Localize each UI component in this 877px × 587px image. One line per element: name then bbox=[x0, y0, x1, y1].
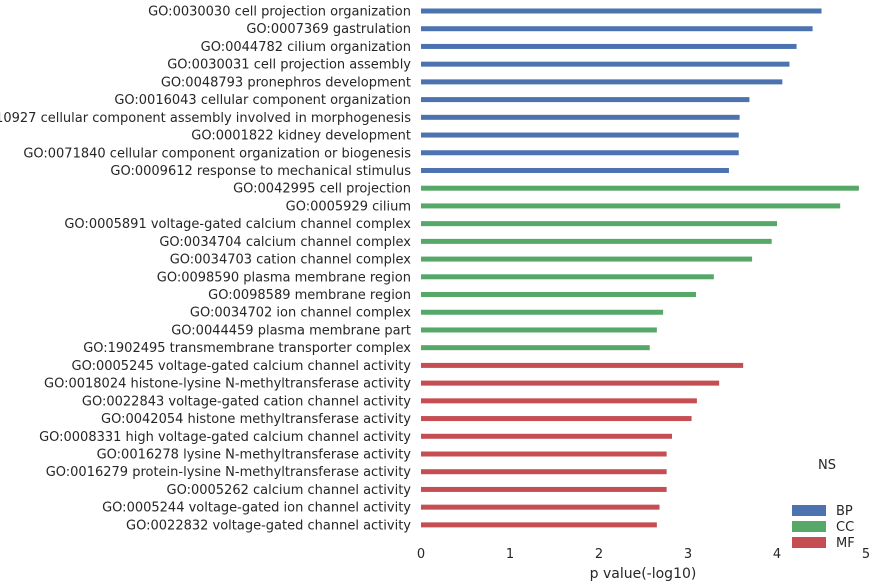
bar bbox=[421, 238, 772, 244]
bar bbox=[421, 292, 697, 298]
category-label: GO:0098590 plasma membrane region bbox=[157, 270, 411, 285]
bar bbox=[421, 114, 740, 120]
category-label: GO:0022832 voltage-gated channel activit… bbox=[126, 518, 411, 533]
x-axis-title: p value(-log10) bbox=[590, 566, 697, 582]
category-label: GO:0048793 pronephros development bbox=[161, 75, 411, 90]
bar bbox=[421, 274, 714, 280]
category-label: GO:0030030 cell projection organization bbox=[148, 5, 411, 20]
bar bbox=[421, 8, 822, 14]
category-label: GO:0042995 cell projection bbox=[233, 182, 411, 197]
category-label: GO:0044459 plasma membrane part bbox=[171, 323, 411, 338]
category-label: GO:0007369 gastrulation bbox=[246, 22, 411, 37]
category-label: GO:1902495 transmembrane transporter com… bbox=[83, 341, 411, 356]
category-label: GO:0008331 high voltage-gated calcium ch… bbox=[39, 430, 411, 445]
bar bbox=[421, 362, 744, 368]
x-tick-label: 3 bbox=[684, 547, 692, 562]
bar bbox=[421, 97, 750, 103]
category-label: GO:0016043 cellular component organizati… bbox=[114, 93, 411, 108]
category-label: GO:0005245 voltage-gated calcium channel… bbox=[72, 359, 412, 374]
category-label: GO:0001822 kidney development bbox=[191, 129, 411, 144]
category-label: GO:0005891 voltage-gated calcium channel… bbox=[64, 217, 411, 232]
legend-label: MF bbox=[836, 536, 855, 551]
legend-swatch bbox=[792, 537, 826, 548]
bar bbox=[421, 61, 790, 67]
bar bbox=[421, 167, 729, 173]
bar bbox=[421, 309, 664, 315]
category-label: GO:0016279 protein-lysine N-methyltransf… bbox=[46, 465, 412, 480]
bar bbox=[421, 221, 777, 227]
category-label: GO:0034704 calcium channel complex bbox=[159, 235, 411, 250]
bar bbox=[421, 203, 841, 209]
bar bbox=[421, 132, 739, 138]
category-label: GO:0005929 cilium bbox=[286, 199, 411, 214]
category-label: GO:0098589 membrane region bbox=[208, 288, 411, 303]
category-label: GO:0009612 response to mechanical stimul… bbox=[110, 164, 411, 179]
bar bbox=[421, 26, 813, 32]
category-label: GO:0042054 histone methyltransferase act… bbox=[101, 412, 411, 427]
category-label: GO:0071840 cellular component organizati… bbox=[23, 146, 411, 161]
bar bbox=[421, 433, 672, 439]
x-tick-label: 2 bbox=[595, 547, 603, 562]
bar bbox=[421, 380, 720, 386]
legend-swatch bbox=[792, 521, 826, 532]
bar bbox=[421, 416, 692, 422]
bars-layer bbox=[421, 8, 859, 528]
bar bbox=[421, 522, 657, 528]
category-label: GO:0044782 cilium organization bbox=[201, 40, 411, 55]
bar bbox=[421, 185, 859, 191]
category-label: GO:0010927 cellular component assembly i… bbox=[0, 111, 411, 126]
x-tick-label: 5 bbox=[862, 547, 870, 562]
bar bbox=[421, 398, 697, 404]
category-label: GO:0005244 voltage-gated ion channel act… bbox=[102, 501, 411, 516]
legend-label: CC bbox=[836, 520, 854, 535]
category-labels: GO:0030030 cell projection organization G… bbox=[0, 5, 411, 534]
x-tick-label: 0 bbox=[417, 547, 425, 562]
bar bbox=[421, 345, 650, 351]
category-label: GO:0034703 cation channel complex bbox=[170, 253, 412, 268]
bar bbox=[421, 256, 753, 262]
category-label: GO:0030031 cell projection assembly bbox=[167, 58, 411, 73]
category-label: GO:0034702 ion channel complex bbox=[190, 306, 411, 321]
bar bbox=[421, 43, 797, 49]
x-tick-label: 1 bbox=[506, 547, 514, 562]
bar bbox=[421, 504, 660, 510]
x-axis: 0 1 2 3 4 5 bbox=[417, 547, 870, 562]
legend-title: NS bbox=[818, 458, 836, 473]
category-label: GO:0005262 calcium channel activity bbox=[167, 483, 412, 498]
bar bbox=[421, 469, 667, 475]
bar bbox=[421, 486, 667, 492]
category-label: GO:0022843 voltage-gated cation channel … bbox=[82, 394, 411, 409]
bar bbox=[421, 327, 657, 333]
category-label: GO:0018024 histone-lysine N-methyltransf… bbox=[44, 377, 411, 392]
category-label: GO:0016278 lysine N-methyltransferase ac… bbox=[97, 448, 412, 463]
x-tick-label: 4 bbox=[773, 547, 781, 562]
bar bbox=[421, 79, 783, 85]
legend-swatch bbox=[792, 505, 826, 516]
bar bbox=[421, 150, 739, 156]
legend-label: BP bbox=[836, 504, 853, 519]
bar bbox=[421, 451, 667, 457]
